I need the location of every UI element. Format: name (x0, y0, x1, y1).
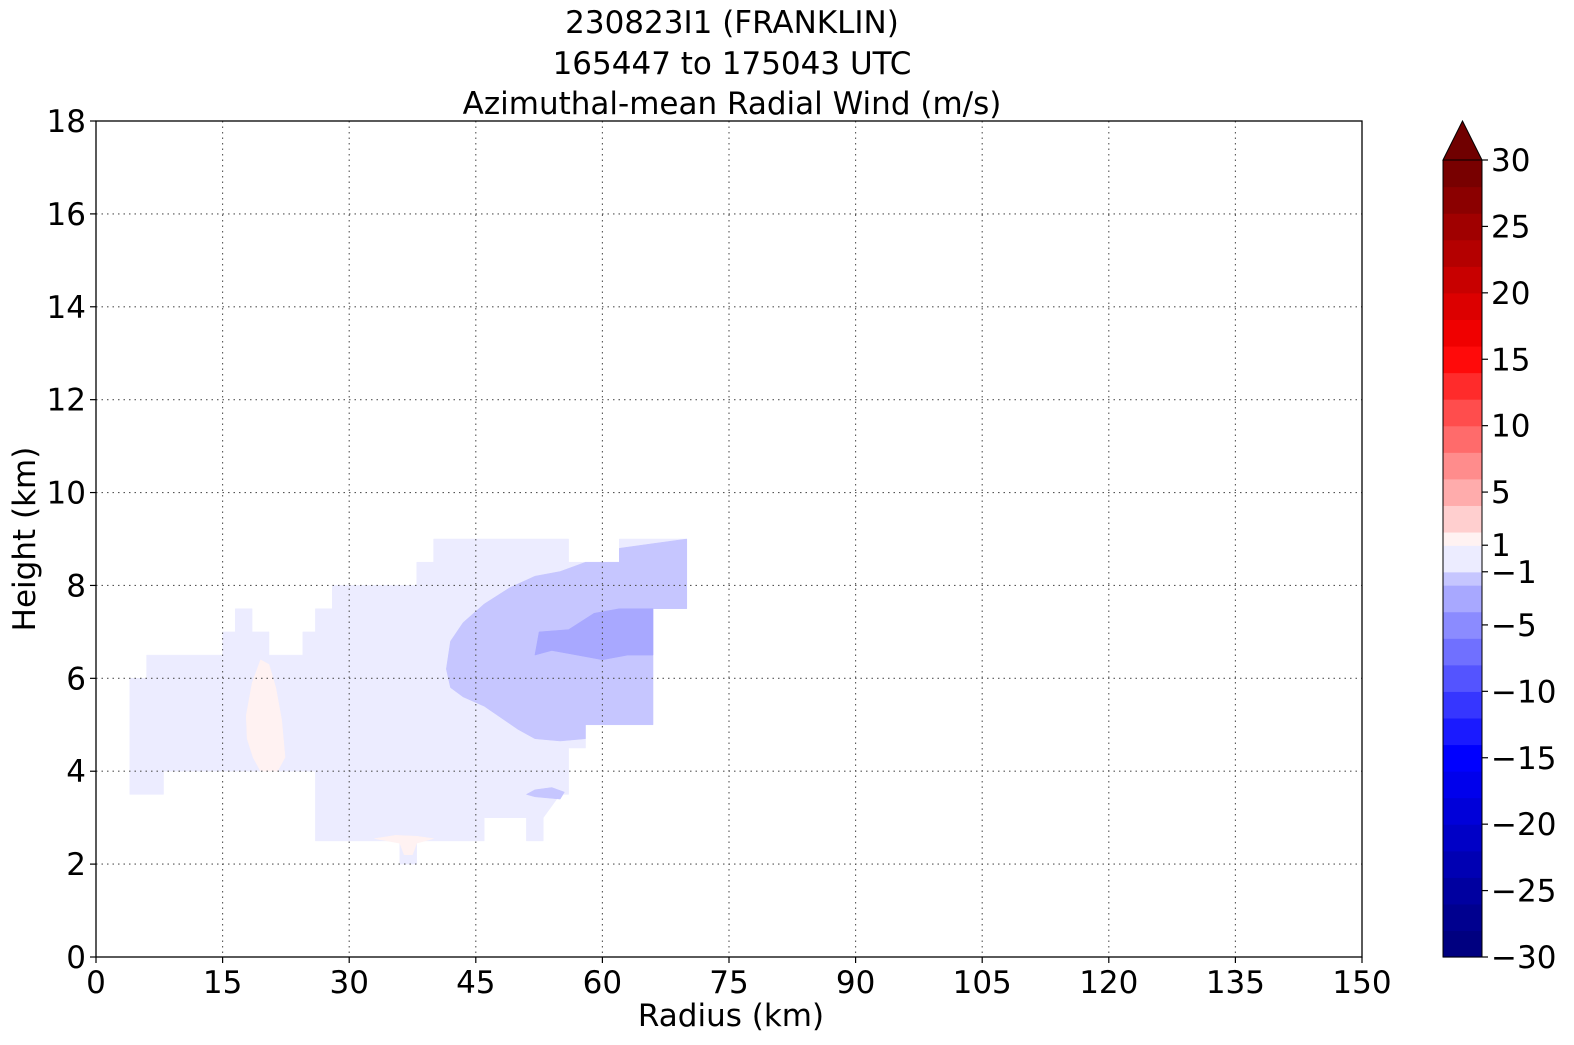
plot-area (95, 120, 1363, 958)
colorbar-band (1443, 545, 1482, 573)
x-tick-label: 60 (583, 965, 622, 1001)
x-tick-label: 0 (86, 965, 106, 1001)
x-tick-label: 30 (329, 965, 368, 1001)
colorbar-band (1443, 213, 1482, 241)
colorbar-band (1443, 531, 1482, 546)
colorbar-band (1443, 186, 1482, 214)
colorbar-band (1443, 771, 1482, 799)
y-tick-label: 12 (47, 383, 86, 419)
x-tick-label: 120 (1079, 965, 1138, 1001)
colorbar-band (1443, 345, 1482, 374)
colorbar-tick-label: −20 (1491, 807, 1556, 843)
colorbar-band (1443, 797, 1482, 825)
colorbar-tick-label: 1 (1491, 528, 1511, 564)
colorbar-band (1443, 611, 1482, 639)
colorbar-tick-label: −30 (1491, 940, 1556, 976)
x-axis-label: Radius (km) (638, 998, 824, 1034)
colorbar-band (1443, 571, 1482, 586)
chart-title: 230823I1 (FRANKLIN) 165447 to 175043 UTC… (463, 5, 1002, 122)
colorbar-band (1443, 319, 1482, 347)
contour-region-4 (245, 659, 286, 772)
colorbar-band (1443, 452, 1482, 480)
colorbar-band (1443, 292, 1482, 320)
x-tick-label: 90 (836, 965, 875, 1001)
x-tick-label: 75 (709, 965, 748, 1001)
x-tick-label: 135 (1206, 965, 1265, 1001)
colorbar-band (1443, 850, 1482, 878)
colorbar-tick-label: −5 (1491, 608, 1537, 644)
x-axis: 0 15 30 45 60 75 90 105 120 135 150 (86, 957, 1392, 1001)
colorbar-tick-label: −25 (1491, 874, 1556, 910)
colorbar-band (1443, 717, 1482, 746)
contour-fills (129, 538, 688, 865)
y-tick-label: 4 (66, 754, 86, 790)
y-tick-label: 8 (66, 568, 86, 604)
colorbar-band (1443, 160, 1482, 188)
title-line-2: 165447 to 175043 UTC (553, 46, 912, 82)
colorbar-ticks: 30 25 20 15 10 5 1−1 −5 −10 −15 −20 −25 −30 (1482, 143, 1556, 976)
y-tick-label: 10 (47, 476, 86, 512)
colorbar-tick-label: 10 (1491, 409, 1530, 445)
colorbar-tick-label: 15 (1491, 342, 1530, 378)
y-tick-label: 16 (47, 197, 86, 233)
grid-lines (96, 121, 1362, 957)
title-line-3: Azimuthal-mean Radial Wind (m/s) (463, 86, 1002, 122)
colorbar-band (1443, 824, 1482, 852)
colorbar-band (1443, 930, 1482, 958)
colorbar: 30 25 20 15 10 5 1−1 −5 −10 −15 −20 −25 −30 (1442, 119, 1556, 976)
colorbar-band (1443, 638, 1482, 666)
colorbar-tick-label: −10 (1491, 674, 1556, 710)
colorbar-band (1443, 505, 1482, 533)
y-tick-label: 2 (66, 847, 86, 883)
colorbar-fill (1442, 119, 1483, 958)
y-tick-label: 14 (47, 290, 86, 326)
y-tick-label: 0 (66, 940, 86, 976)
colorbar-band (1443, 239, 1482, 267)
y-axis: 0 2 4 6 8 10 12 14 16 18 (47, 104, 96, 976)
colorbar-outline (1442, 160, 1483, 958)
x-tick-label: 105 (953, 965, 1012, 1001)
colorbar-band (1443, 425, 1482, 453)
contour-region-3 (525, 787, 565, 800)
colorbar-band (1443, 266, 1482, 294)
colorbar-band (1443, 585, 1482, 613)
x-tick-label: 45 (456, 965, 495, 1001)
colorbar-band (1443, 691, 1482, 719)
colorbar-tick-label: 20 (1491, 276, 1530, 312)
colorbar-band (1443, 478, 1482, 506)
x-tick-label: 15 (203, 965, 242, 1001)
colorbar-band (1443, 664, 1482, 692)
colorbar-band (1443, 744, 1482, 772)
colorbar-tick-label: −1 (1491, 555, 1537, 591)
colorbar-band (1443, 903, 1482, 932)
colorbar-tick-label: 5 (1491, 475, 1511, 511)
y-tick-label: 6 (66, 661, 86, 697)
contour-region-5 (374, 835, 434, 856)
colorbar-tick-label: −15 (1491, 741, 1556, 777)
x-tick-label: 150 (1332, 965, 1391, 1001)
colorbar-band (1443, 877, 1482, 905)
contour-region-2 (534, 608, 654, 661)
colorbar-tick-label: 30 (1491, 143, 1530, 179)
y-axis-label: Height (km) (7, 447, 43, 632)
colorbar-band (1443, 372, 1482, 400)
colorbar-extend-arrow (1442, 119, 1483, 161)
colorbar-band (1443, 399, 1482, 427)
y-tick-label: 18 (47, 104, 86, 140)
colorbar-tick-label: 25 (1491, 209, 1530, 245)
title-line-1: 230823I1 (FRANKLIN) (565, 5, 899, 41)
